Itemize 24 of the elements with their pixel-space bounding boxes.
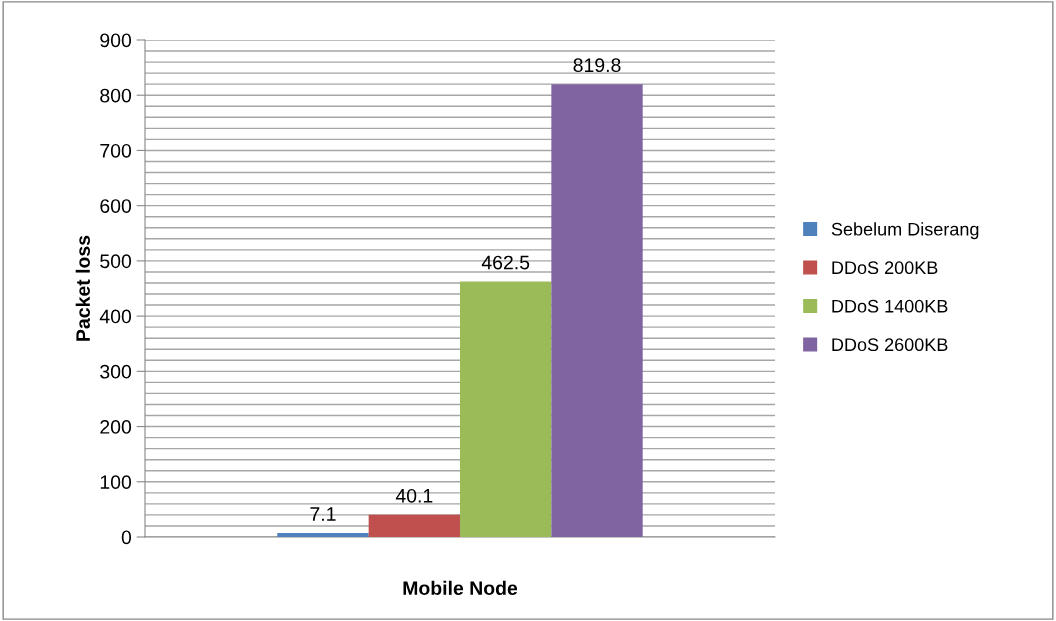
legend-label: Sebelum Diserang [831,222,979,240]
x-axis-title: Mobile Node [403,580,518,596]
y-tick-label: 400 [99,309,132,324]
y-tick-label: 100 [100,475,132,490]
y-tick-label: 200 [100,420,132,434]
data-label: 462.5 [481,255,530,270]
bar [277,533,369,537]
bar [368,514,460,537]
data-label: 40.1 [395,488,433,503]
bar [460,281,552,537]
data-label: 7.1 [310,507,336,521]
legend-label: DDoS 200KB [832,261,938,275]
bar [551,84,643,537]
data-label: 819.8 [573,58,621,73]
y-tick-label: 300 [100,364,132,379]
y-tick-label: 600 [100,199,132,213]
legend-label: DDoS 2600KB [832,338,948,352]
y-tick-label: 700 [100,143,132,158]
legend-label: DDoS 1400KB [832,299,948,313]
y-tick-label: 900 [100,33,132,48]
y-axis-title: Packet loss [75,235,90,341]
y-tick-label: 0 [121,530,132,545]
y-tick-label: 800 [100,88,132,103]
y-tick-label: 500 [100,254,132,269]
